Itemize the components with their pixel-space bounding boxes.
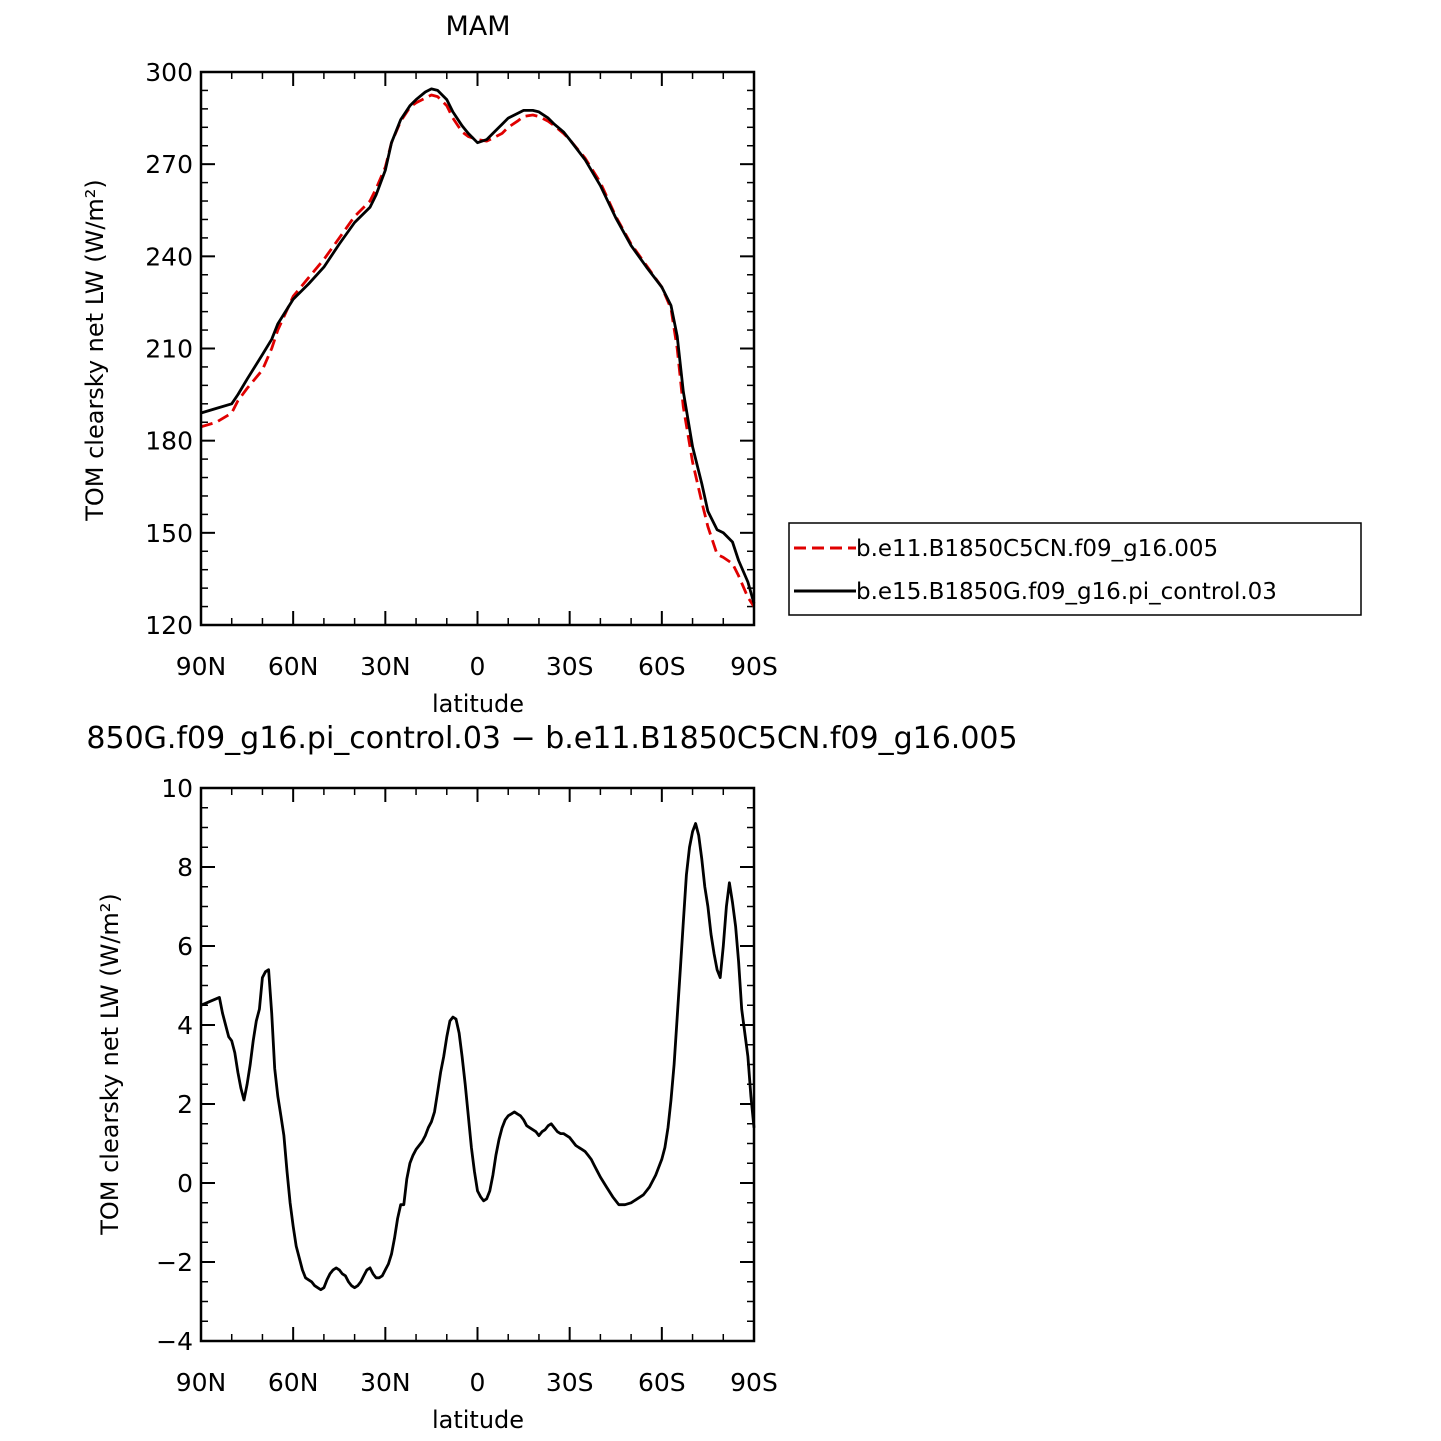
bottom-x-tick-label: 30N — [360, 1368, 411, 1397]
top-y-tick-label: 120 — [145, 611, 193, 640]
bottom-y-tick-label: 10 — [161, 774, 193, 803]
bottom-panel: 850G.f09_g16.pi_control.03 − b.e11.B1850… — [86, 721, 1017, 1434]
top-panel: MAM 120 150 180 210 240 270 300 90N 60N 30N 0 30S 6… — [81, 11, 1362, 718]
bottom-y-tick-label: −4 — [156, 1327, 193, 1356]
top-x-tick-label: 30N — [360, 652, 411, 681]
top-ticks — [200, 71, 755, 626]
top-chart-title: MAM — [445, 11, 510, 42]
top-x-tick-label: 0 — [470, 652, 486, 681]
legend-box — [788, 522, 1362, 616]
top-y-tick-label: 270 — [145, 150, 193, 179]
bottom-y-tick-label: 2 — [177, 1090, 193, 1119]
bottom-y-tick-label: 4 — [177, 1011, 193, 1040]
top-plot-frame — [199, 70, 756, 627]
legend-label-series-2: b.e15.B1850G.f09_g16.pi_control.03 — [856, 579, 1277, 605]
bottom-x-tick-label: 60S — [638, 1368, 686, 1397]
bottom-y-tick-labels: −4 −2 0 2 4 6 8 10 — [156, 774, 193, 1356]
bottom-series-line-1 — [200, 822, 756, 1292]
bottom-x-tick-label: 60N — [268, 1368, 319, 1397]
bottom-y-axis-label: TOM clearsky net LW (W/m²) — [96, 893, 124, 1236]
top-y-tick-label: 210 — [145, 335, 193, 364]
legend: b.e11.B1850C5CN.f09_g16.005 b.e15.B1850G… — [788, 522, 1362, 616]
bottom-plot-frame — [199, 786, 756, 1343]
bottom-series-group — [200, 822, 756, 1292]
top-series-group — [200, 87, 756, 608]
top-x-tick-label: 60S — [638, 652, 686, 681]
top-y-tick-label: 300 — [145, 58, 193, 87]
top-y-tick-label: 240 — [145, 242, 193, 271]
top-series-line-1 — [200, 93, 756, 608]
bottom-x-tick-label: 0 — [470, 1368, 486, 1397]
top-x-tick-label: 90S — [730, 652, 778, 681]
bottom-x-tick-labels: 90N 60N 30N 0 30S 60S 90S — [176, 1368, 778, 1397]
top-series-line-2 — [200, 87, 756, 604]
bottom-x-tick-label: 90N — [176, 1368, 227, 1397]
top-y-axis-label: TOM clearsky net LW (W/m²) — [81, 179, 109, 522]
bottom-x-tick-label: 90S — [730, 1368, 778, 1397]
bottom-y-tick-label: 8 — [177, 853, 193, 882]
bottom-chart-title: 850G.f09_g16.pi_control.03 − b.e11.B1850… — [86, 721, 1017, 756]
top-x-tick-label: 60N — [268, 652, 319, 681]
top-x-tick-label: 30S — [546, 652, 594, 681]
bottom-x-tick-label: 30S — [546, 1368, 594, 1397]
top-x-axis-label: latitude — [432, 690, 524, 718]
top-y-tick-label: 150 — [145, 519, 193, 548]
top-x-tick-labels: 90N 60N 30N 0 30S 60S 90S — [176, 652, 778, 681]
bottom-y-tick-label: 0 — [177, 1169, 193, 1198]
bottom-y-tick-label: −2 — [156, 1248, 193, 1277]
bottom-y-tick-label: 6 — [177, 932, 193, 961]
top-x-tick-label: 90N — [176, 652, 227, 681]
bottom-x-axis-label: latitude — [432, 1406, 524, 1434]
top-y-tick-label: 180 — [145, 427, 193, 456]
bottom-ticks — [200, 787, 755, 1342]
top-y-tick-labels: 120 150 180 210 240 270 300 — [145, 58, 193, 640]
legend-label-series-1: b.e11.B1850C5CN.f09_g16.005 — [856, 536, 1218, 562]
